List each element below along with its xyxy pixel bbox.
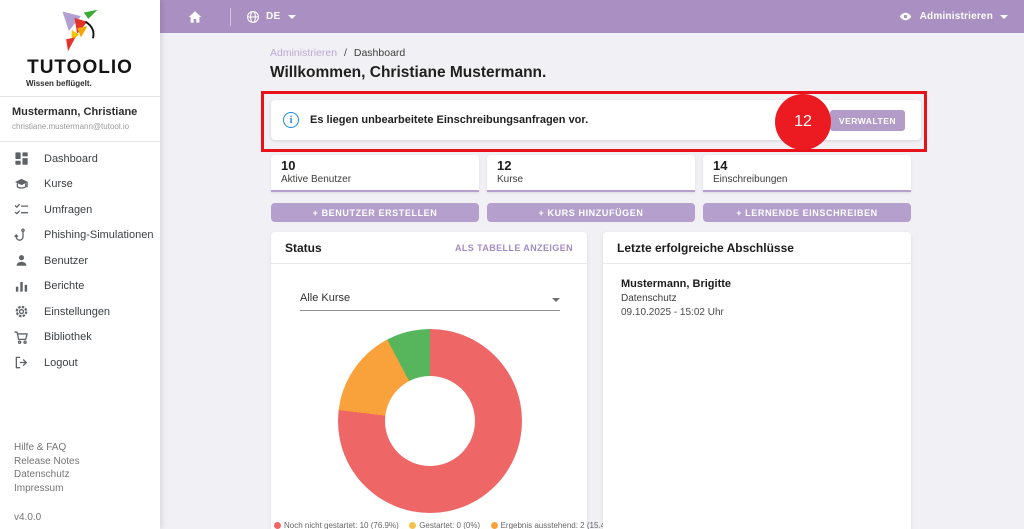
sidebar-item-label: Einstellungen (44, 305, 111, 318)
sidebar-item-label: Phishing-Simulationen (44, 229, 154, 242)
legend-dot (490, 522, 498, 529)
donut-chart (338, 329, 522, 513)
sidebar-item-label: Bibliothek (44, 331, 92, 344)
sidebar-item-dashboard[interactable]: Dashboard (0, 146, 160, 172)
status-panel: Status ALS TABELLE ANZEIGEN Alle Kurse N… (271, 232, 615, 529)
course-filter-select[interactable]: Alle Kurse (300, 284, 560, 311)
stat-value: 12 (497, 158, 512, 173)
sidebar-item-label: Benutzer (44, 254, 89, 267)
hummingbird-logo-icon (62, 9, 98, 52)
chevron-down-icon (552, 298, 560, 302)
sidebar-item-label: Logout (44, 356, 78, 369)
completion-date: 09.10.2025 - 15:02 Uhr (621, 307, 724, 318)
stat-label: Kurse (497, 174, 524, 185)
sidebar-item-label: Berichte (44, 280, 85, 293)
sidebar-item-logout[interactable]: Logout (0, 350, 160, 376)
verwalten-button[interactable]: VERWALTEN (829, 110, 905, 131)
dashboard-icon (15, 152, 28, 165)
link-release-notes[interactable]: Release Notes (14, 455, 80, 467)
view-mode-label: Administrieren (919, 11, 993, 22)
completion-course: Datenschutz (621, 293, 677, 304)
graduation-cap-icon (14, 178, 29, 189)
user-name: Mustermann, Christiane (12, 106, 138, 118)
completions-panel-header: Letzte erfolgreiche Abschlüsse (603, 232, 911, 264)
legend-dot (409, 522, 417, 529)
alert-text: Es liegen unbearbeitete Einschreibungsan… (310, 114, 589, 126)
breadcrumb: Administrieren / Dashboard (270, 47, 405, 59)
phishing-hook-icon (14, 228, 25, 241)
sidebar-item-label: Umfragen (44, 203, 93, 216)
bar-chart-icon (15, 281, 28, 292)
legend-dot (274, 522, 281, 529)
completion-entry: Mustermann, Brigitte Datenschutz 09.10.2… (603, 264, 911, 332)
sidebar: TUTOOLIO Wissen beflügelt. Mustermann, C… (0, 0, 160, 529)
language-label: DE (266, 11, 281, 22)
gear-icon (15, 305, 28, 318)
link-datenschutz[interactable]: Datenschutz (14, 469, 70, 480)
view-mode-switcher[interactable]: Administrieren (898, 9, 1008, 24)
user-email: christiane.mustermann@tutool.io (12, 122, 130, 131)
enrollment-alert-banner: i Es liegen unbearbeitete Einschreibungs… (271, 100, 921, 140)
sidebar-item-einstellungen[interactable]: Einstellungen (0, 299, 160, 325)
brand-name: TUTOOLIO (27, 57, 133, 78)
legend-item: Gestartet: 0 (0%) (409, 521, 480, 529)
home-icon[interactable] (187, 9, 203, 25)
completions-panel-title: Letzte erfolgreiche Abschlüsse (617, 241, 794, 255)
link-impressum[interactable]: Impressum (14, 482, 64, 494)
info-icon: i (283, 112, 299, 128)
brand-tagline: Wissen beflügelt. (26, 79, 92, 88)
status-panel-header: Status ALS TABELLE ANZEIGEN (271, 232, 587, 264)
stat-value: 10 (281, 158, 296, 173)
stat-label: Einschreibungen (713, 174, 788, 185)
link-hilfe-faq[interactable]: Hilfe & FAQ (14, 442, 67, 453)
stat-card-einschreibungen: 14 Einschreibungen (703, 155, 911, 192)
globe-icon (247, 10, 259, 23)
course-filter-value: Alle Kurse (300, 292, 351, 304)
sidebar-item-umfragen[interactable]: Umfragen (0, 197, 160, 223)
stat-card-aktive-benutzer: 10 Aktive Benutzer (271, 155, 479, 192)
completion-user: Mustermann, Brigitte (621, 278, 732, 290)
eye-icon (899, 12, 911, 21)
language-switcher[interactable]: DE (246, 10, 296, 24)
stat-label: Aktive Benutzer (281, 174, 352, 185)
divider (0, 141, 160, 142)
status-panel-title: Status (285, 241, 322, 255)
sidebar-item-benutzer[interactable]: Benutzer (0, 248, 160, 274)
chevron-down-icon (287, 14, 296, 19)
divider (0, 96, 160, 97)
topbar: DE Administrieren (160, 0, 1024, 33)
stat-value: 14 (713, 158, 728, 173)
sidebar-item-phishing[interactable]: Phishing-Simulationen (0, 223, 160, 249)
chart-legend: Noch nicht gestartet: 10 (76.9%) Gestart… (271, 516, 615, 529)
brand-logo: TUTOOLIO Wissen beflügelt. (0, 0, 160, 88)
sidebar-item-label: Dashboard (44, 152, 98, 165)
user-info: Mustermann, Christiane christiane.muster… (0, 97, 160, 141)
show-as-table-link[interactable]: ALS TABELLE ANZEIGEN (455, 243, 573, 253)
app-version: v4.0.0 (14, 512, 42, 523)
topbar-divider (230, 7, 231, 26)
logout-icon (15, 356, 27, 369)
checklist-icon (14, 204, 29, 215)
legend-item: Noch nicht gestartet: 10 (76.9%) (274, 521, 399, 529)
breadcrumb-current: Dashboard (353, 47, 406, 59)
page-title: Willkommen, Christiane Mustermann. (270, 64, 547, 81)
sidebar-menu: Dashboard Kurse Umfragen (0, 142, 160, 376)
sidebar-item-berichte[interactable]: Berichte (0, 274, 160, 300)
person-icon (16, 255, 27, 266)
cart-icon (14, 331, 28, 344)
stat-card-kurse: 12 Kurse (487, 155, 695, 192)
chevron-down-icon (1000, 14, 1008, 19)
sidebar-item-kurse[interactable]: Kurse (0, 172, 160, 198)
sidebar-item-label: Kurse (44, 178, 73, 191)
benutzer-erstellen-button[interactable]: + BENUTZER ERSTELLEN (271, 203, 479, 222)
breadcrumb-separator: / (344, 47, 347, 59)
sidebar-footer: Hilfe & FAQ Release Notes Datenschutz Im… (14, 441, 80, 523)
kurs-hinzufuegen-button[interactable]: + KURS HINZUFÜGEN (487, 203, 695, 222)
legend-item: Ergebnis ausstehend: 2 (15.4%) (490, 521, 615, 529)
completions-panel: Letzte erfolgreiche Abschlüsse Musterman… (603, 232, 911, 529)
lernende-einschreiben-button[interactable]: + LERNENDE EINSCHREIBEN (703, 203, 911, 222)
sidebar-item-bibliothek[interactable]: Bibliothek (0, 325, 160, 351)
breadcrumb-parent[interactable]: Administrieren (270, 47, 338, 59)
